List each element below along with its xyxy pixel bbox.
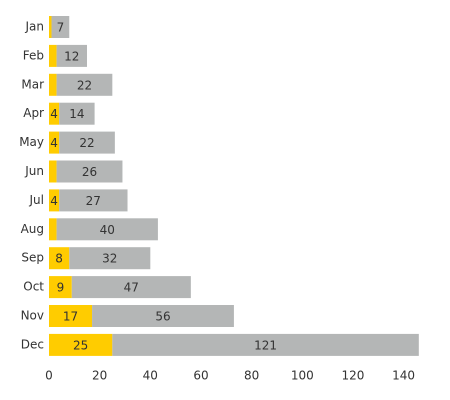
y-tick-label: May [19,135,44,149]
bar-segment [49,16,52,38]
y-tick-label: Jun [24,164,44,178]
y-tick-label: Jul [29,193,44,207]
x-tick-label: 120 [342,369,365,383]
bar-segment [49,218,57,241]
data-label: 121 [254,338,277,352]
data-label: 12 [64,49,79,63]
y-tick-label: Nov [21,309,44,323]
bar-segment [59,131,115,154]
data-label: 25 [73,338,88,352]
x-tick-label: 0 [45,369,53,383]
data-label: 7 [57,21,65,35]
data-label: 26 [82,165,97,179]
data-label: 27 [86,194,101,208]
bar-segment [59,189,128,212]
bar-segment [56,160,123,183]
y-tick-label: Jan [25,20,45,34]
data-label: 32 [102,252,117,266]
data-label: 22 [79,136,94,150]
data-label: 8 [55,252,63,266]
bar-segment [56,218,158,241]
data-label: 22 [77,78,92,92]
data-label: 4 [50,194,58,208]
data-label: 4 [50,136,58,150]
data-label: 40 [100,223,115,237]
data-label: 47 [124,281,139,295]
y-tick-label: Sep [21,251,44,265]
bar-segment [71,276,191,299]
bar-segment [49,160,57,183]
x-tick-label: 60 [193,369,208,383]
bar-segment [49,44,57,67]
data-label: 9 [57,281,65,295]
x-tick-label: 100 [291,369,314,383]
y-tick-label: Mar [21,77,44,91]
data-label: 4 [50,107,58,121]
bar-segment [92,305,234,327]
bar-segment [49,131,60,154]
x-tick-label: 80 [244,369,259,383]
bar-segment [49,102,60,125]
data-label: 14 [69,107,84,121]
y-tick-label: Dec [21,337,44,351]
x-tick-label: 140 [392,369,415,383]
bar-segment [49,333,113,356]
data-label: 17 [63,310,78,324]
y-tick-label: Apr [23,106,44,120]
bar-segment [56,44,87,67]
bar-segment [51,16,70,38]
bar-segment [69,247,151,270]
bar-segment [49,247,70,270]
data-label: 56 [155,310,170,324]
bar-segment [49,305,93,327]
y-tick-label: Oct [23,280,44,294]
bar-segment [56,73,113,96]
bar-segment [112,333,419,356]
bar-segment [49,73,57,96]
x-tick-label: 40 [143,369,158,383]
bar-segment [49,276,72,299]
bar-segment [49,189,60,212]
y-tick-label: Aug [21,222,44,236]
y-tick-label: Feb [23,48,44,62]
x-tick-label: 20 [92,369,107,383]
bar-segment [59,102,95,125]
